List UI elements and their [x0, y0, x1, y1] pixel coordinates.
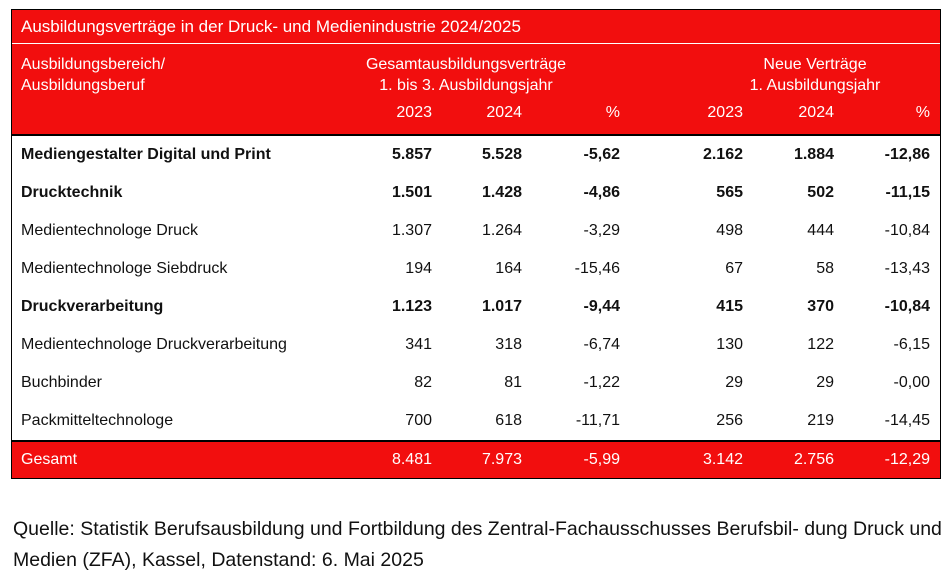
table-cell: -3,29 — [583, 222, 620, 239]
total-cell: -5,99 — [583, 451, 620, 468]
table-cell: -10,84 — [884, 222, 930, 239]
table-cell: 700 — [405, 412, 432, 429]
table-cell: 618 — [495, 412, 522, 429]
header-group-new-contracts: Neue Verträge 1. Ausbildungsjahr — [710, 54, 920, 96]
header-group2-line1: Neue Verträge — [763, 56, 867, 73]
table-cell: -11,15 — [885, 184, 930, 201]
table-cell: -1,22 — [583, 374, 620, 391]
table-cell: -14,45 — [884, 412, 930, 429]
table-cell: 1.428 — [481, 184, 522, 201]
table-cell: -10,84 — [884, 298, 930, 315]
row-label: Drucktechnik — [21, 184, 123, 201]
table-cell: -12,86 — [884, 146, 930, 163]
table-cell: -0,00 — [893, 374, 930, 391]
source-note: Quelle: Statistik Berufsausbildung und F… — [13, 518, 942, 571]
row-label: Buchbinder — [21, 374, 102, 391]
table-cell: 2.162 — [702, 146, 743, 163]
table-cell: -15,46 — [574, 260, 620, 277]
table-cell: -13,43 — [884, 260, 930, 277]
table-body: Mediengestalter Digital und Print 5.857 5.… — [12, 136, 940, 440]
table-row: Buchbinder 82 81 -1,22 29 29 -0,00 — [12, 364, 940, 402]
table-cell: 29 — [725, 374, 743, 391]
table-row: Packmitteltechnologe 700 618 -11,71 256 219 -1… — [12, 402, 940, 440]
table-cell: 444 — [807, 222, 834, 239]
table-cell: 1.884 — [793, 146, 834, 163]
table-cell: 1.307 — [391, 222, 432, 239]
total-cell: 2.756 — [793, 451, 834, 468]
table-cell: -6,74 — [583, 336, 620, 353]
table-cell: 498 — [716, 222, 743, 239]
table-row-total: Gesamt 8.481 7.973 -5,99 3.142 2.756 -12… — [12, 440, 940, 478]
total-cell: -12,29 — [884, 451, 930, 468]
header-group1-line1: Gesamtausbildungsverträge — [365, 56, 567, 73]
table-cell: 565 — [716, 184, 743, 201]
total-label: Gesamt — [21, 451, 78, 468]
table-cell: -11,71 — [575, 412, 620, 429]
col-header-new-2023: 2023 — [707, 104, 743, 121]
table-cell: 130 — [716, 336, 743, 353]
table-cell: -4,86 — [583, 184, 620, 201]
col-header-total-2024: 2024 — [486, 104, 522, 121]
row-label: Druckverarbeitung — [21, 298, 164, 315]
total-cell: 7.973 — [481, 451, 522, 468]
table-row: Mediengestalter Digital und Print 5.857 5.… — [12, 136, 940, 174]
row-label: Medientechnologe Druckverarbeitung — [21, 336, 287, 353]
table-row: Druckverarbeitung 1.123 1.017 -9,44 415 370 -1… — [12, 288, 940, 326]
row-label: Mediengestalter Digital und Print — [21, 146, 271, 163]
table-row: Medientechnologe Druckverarbeitung 341 318… — [12, 326, 940, 364]
header-group-total-contracts: Gesamtausbildungsverträge 1. bis 3. Ausb… — [332, 54, 600, 96]
table-cell: 164 — [495, 260, 522, 277]
table-title: Ausbildungsverträge in der Druck- und Me… — [12, 10, 940, 44]
table-cell: 5.857 — [391, 146, 432, 163]
table-cell: 29 — [816, 374, 834, 391]
col-header-new-2024: 2024 — [798, 104, 834, 121]
table-cell: 122 — [807, 336, 834, 353]
table-cell: 81 — [504, 374, 522, 391]
training-contracts-table: Ausbildungsverträge in der Druck- und Me… — [11, 9, 941, 479]
table-cell: -9,44 — [583, 298, 620, 315]
table-row: Medientechnologe Siebdruck 194 164 -15,46 67… — [12, 250, 940, 288]
table-cell: 1.017 — [481, 298, 522, 315]
col-header-total-2023: 2023 — [396, 104, 432, 121]
table-cell: 67 — [725, 260, 743, 277]
table-row: Medientechnologe Druck 1.307 1.264 -3,29 498… — [12, 212, 940, 250]
table-cell: 5.528 — [481, 146, 522, 163]
table-cell: 82 — [414, 374, 432, 391]
table-row: Drucktechnik 1.501 1.428 -4,86 565 502 -11,15 — [12, 174, 940, 212]
header-area-line1: Ausbildungsbereich/ — [21, 56, 166, 73]
header-area-line2: Ausbildungsberuf — [21, 77, 145, 94]
table-cell: 318 — [495, 336, 522, 353]
total-cell: 8.481 — [391, 451, 432, 468]
table-cell: 58 — [816, 260, 834, 277]
table-cell: 256 — [716, 412, 743, 429]
table-cell: 1.264 — [481, 222, 522, 239]
row-label: Medientechnologe Druck — [21, 222, 198, 239]
table-header: Ausbildungsbereich/ Ausbildungsberuf Ges… — [12, 44, 940, 136]
total-cell: 3.142 — [702, 451, 743, 468]
table-cell: 219 — [807, 412, 834, 429]
col-header-new-percent: % — [915, 104, 930, 121]
header-group1-line2: 1. bis 3. Ausbildungsjahr — [379, 77, 553, 94]
table-cell: 1.501 — [391, 184, 432, 201]
header-area: Ausbildungsbereich/ Ausbildungsberuf — [21, 54, 165, 96]
row-label: Packmitteltechnologe — [21, 412, 174, 429]
row-label: Medientechnologe Siebdruck — [21, 260, 228, 277]
table-cell: 415 — [716, 298, 743, 315]
col-header-total-percent: % — [605, 104, 620, 121]
table-cell: -5,62 — [583, 146, 620, 163]
table-cell: 341 — [405, 336, 432, 353]
table-cell: 370 — [807, 298, 834, 315]
table-cell: 194 — [405, 260, 432, 277]
header-group2-line2: 1. Ausbildungsjahr — [749, 77, 881, 94]
table-cell: 1.123 — [391, 298, 432, 315]
table-cell: -6,15 — [893, 336, 930, 353]
table-cell: 502 — [807, 184, 834, 201]
